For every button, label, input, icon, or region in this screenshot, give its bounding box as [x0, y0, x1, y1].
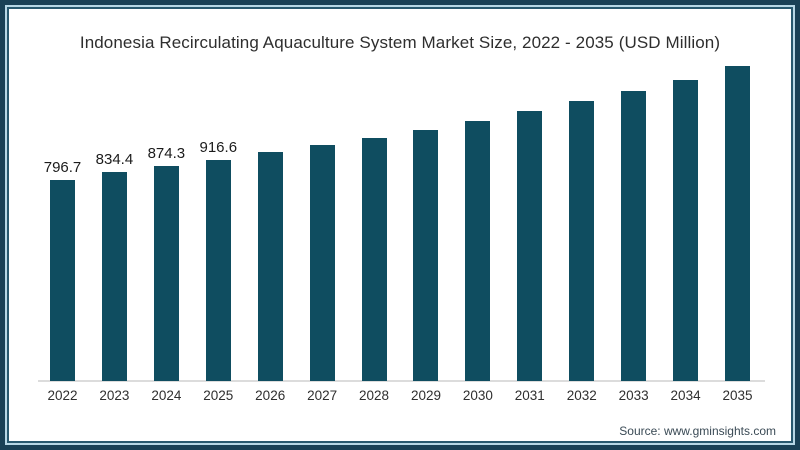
bar-cell — [724, 66, 750, 381]
bar-cell — [621, 91, 647, 381]
x-axis-tick-label: 2035 — [722, 388, 753, 403]
x-axis-tick: 2022 — [47, 388, 78, 403]
x-axis-tick-label: 2032 — [566, 388, 597, 403]
x-axis-tick: 2034 — [670, 388, 701, 403]
bar — [517, 111, 543, 381]
plot-area: 796.7 834.4 874.3 916.6 — [44, 0, 750, 381]
x-axis-tick: 2026 — [255, 388, 286, 403]
bar-cell — [413, 130, 439, 381]
chart-title: Indonesia Recirculating Aquaculture Syst… — [79, 33, 721, 52]
bar-cell — [465, 121, 491, 381]
x-axis-tick: 2033 — [618, 388, 649, 403]
x-axis-tick-label: 2029 — [410, 388, 441, 403]
bar-cell: 834.4 — [96, 151, 133, 381]
x-axis-tick: 2027 — [307, 388, 338, 403]
bar-cell — [257, 152, 283, 381]
bar-cell — [673, 80, 699, 381]
x-axis-tick-label: 2024 — [151, 388, 182, 403]
source-credit: Source: www.gminsights.com — [619, 424, 776, 438]
bar-value-label: 874.3 — [147, 145, 186, 162]
x-axis-tick: 2030 — [462, 388, 493, 403]
bar-value-label: 834.4 — [95, 151, 134, 168]
x-axis-tick: 2031 — [514, 388, 545, 403]
x-axis-tick: 2025 — [203, 388, 234, 403]
bar — [257, 152, 283, 381]
bar — [465, 121, 491, 381]
x-axis-tick-label: 2033 — [618, 388, 649, 403]
bar — [50, 180, 75, 381]
bar — [153, 166, 179, 381]
bar-cell: 874.3 — [148, 145, 185, 381]
bar — [101, 172, 127, 381]
x-axis-tick: 2032 — [566, 388, 597, 403]
bar — [569, 101, 595, 381]
x-axis-line — [38, 380, 765, 382]
bar — [309, 145, 335, 381]
bar-cell — [309, 145, 335, 381]
x-axis-tick-label: 2025 — [203, 388, 234, 403]
bar-cell: 916.6 — [200, 139, 237, 381]
x-axis-tick-label: 2030 — [462, 388, 493, 403]
x-axis-tick: 2028 — [359, 388, 390, 403]
x-axis-tick: 2024 — [151, 388, 182, 403]
bar — [673, 80, 699, 381]
bar-value-label: 796.7 — [43, 159, 82, 176]
bar-cell — [517, 111, 543, 381]
bar-cell — [361, 138, 387, 381]
bar-cell — [569, 101, 595, 381]
x-axis-tick: 2029 — [410, 388, 441, 403]
x-axis-tick-label: 2034 — [670, 388, 701, 403]
bar-cell: 796.7 — [44, 159, 81, 381]
bar — [621, 91, 647, 381]
bar — [361, 138, 387, 381]
x-axis-tick-label: 2028 — [359, 388, 390, 403]
x-axis-tick-label: 2026 — [255, 388, 286, 403]
x-axis-tick-label: 2031 — [514, 388, 545, 403]
x-axis-tick-label: 2022 — [47, 388, 78, 403]
x-axis-tick: 2035 — [722, 388, 753, 403]
x-axis-tick-label: 2027 — [307, 388, 338, 403]
x-axis-tick: 2023 — [99, 388, 130, 403]
x-axis-ticks: 2022 2023 2024 2025 2026 2027 2028 2029 2030 2031… — [47, 388, 753, 403]
bar — [413, 130, 439, 381]
bar — [724, 66, 750, 381]
bar-value-label: 916.6 — [199, 139, 238, 156]
bar — [205, 160, 231, 381]
x-axis-tick-label: 2023 — [99, 388, 130, 403]
